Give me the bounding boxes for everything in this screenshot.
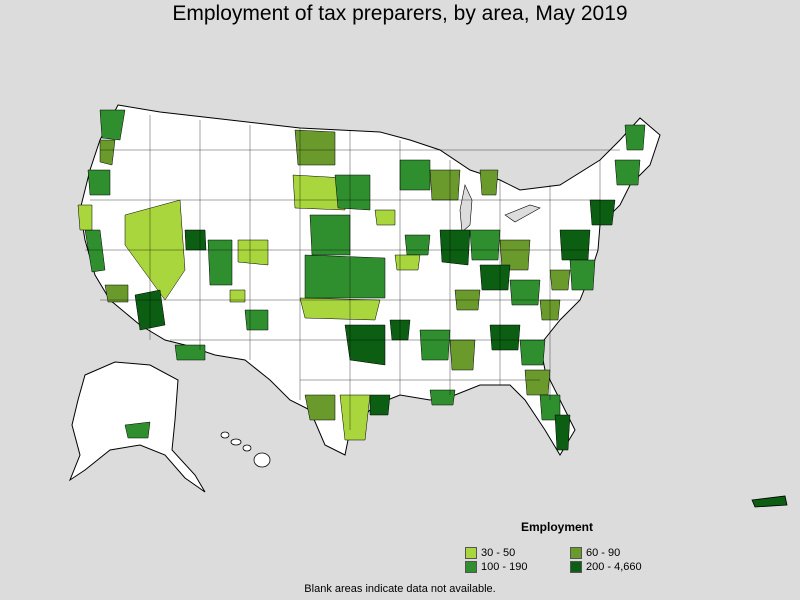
county-boundaries (85, 115, 620, 430)
legend-item-100-190: 100 - 190 (465, 561, 527, 573)
legend-label: 200 - 4,660 (586, 561, 642, 573)
legend-item-60-90: 60 - 90 (570, 547, 620, 559)
legend-item-200-4660: 200 - 4,660 (570, 561, 642, 573)
legend-label: 100 - 190 (481, 561, 528, 573)
lake-michigan-shape (459, 184, 473, 233)
legend-label: 60 - 90 (586, 547, 621, 559)
map-title: Employment of tax preparers, by area, Ma… (172, 2, 628, 25)
legend-label: 30 - 50 (481, 547, 516, 559)
footnote: Blank areas indicate data not available. (304, 583, 496, 595)
legend-swatch (570, 561, 582, 573)
hawaii-shape (220, 431, 271, 468)
puerto-rico-shape (751, 495, 788, 508)
lake-erie-shape (504, 204, 541, 223)
alaska-area-fill (124, 421, 151, 439)
legend-swatch (465, 561, 477, 573)
legend-title: Employment (521, 520, 594, 534)
legend-item-30-50: 30 - 50 (465, 547, 515, 559)
legend-swatch (465, 547, 477, 559)
legend-swatch (570, 547, 582, 559)
